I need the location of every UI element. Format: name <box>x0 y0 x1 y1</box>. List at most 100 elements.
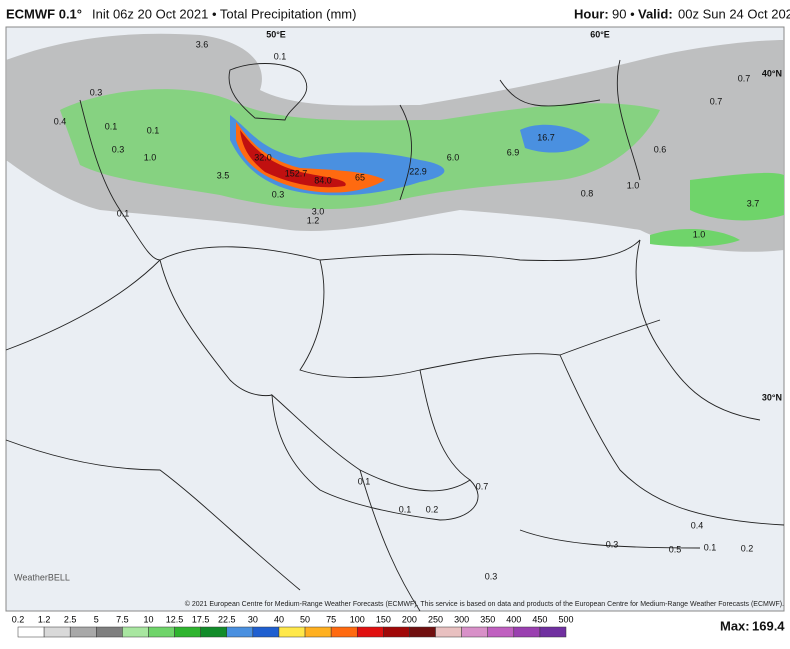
hour-label: Hour: <box>574 6 609 21</box>
colorbar-swatch <box>330 626 358 638</box>
precip-value: 0.3 <box>606 539 619 549</box>
map-labels: 50°E 60°E 40°N 30°N 3.6 0.1 0.3 0.4 0.1 0.1 0.3 1.0… <box>54 29 782 581</box>
copyright: © 2021 European Centre for Medium-Range … <box>185 600 784 608</box>
precip-value: 0.7 <box>476 481 489 491</box>
grid-label: 40°N <box>762 68 782 78</box>
precip-value: 0.3 <box>90 87 103 97</box>
max-value: 169.4 <box>752 618 785 633</box>
colorbar-tick: 250 <box>428 614 443 624</box>
colorbar-tick: 450 <box>532 614 547 624</box>
valid-label: Valid: <box>638 6 673 21</box>
grid-label: 60°E <box>590 29 610 39</box>
colorbar-swatch <box>487 626 515 638</box>
precip-value: 0.7 <box>738 73 751 83</box>
colorbar-tick: 350 <box>480 614 495 624</box>
colorbar-tick: 22.5 <box>218 614 236 624</box>
colorbar-swatch <box>174 626 201 638</box>
precip-value: 0.6 <box>654 144 667 154</box>
colorbar-swatch <box>96 626 123 638</box>
precip-value: 0.5 <box>669 544 682 554</box>
colorbar-tick: 0.2 <box>12 614 25 624</box>
borders <box>5 59 785 612</box>
colorbar-swatch <box>304 626 332 638</box>
precip-value: 0.1 <box>358 476 371 486</box>
precip-value: 0.1 <box>105 121 118 131</box>
precip-value: 0.1 <box>147 125 160 135</box>
colorbar-swatch <box>69 626 97 638</box>
precip-value: 0.7 <box>710 96 723 106</box>
model-name: ECMWF 0.1° <box>6 6 82 21</box>
precip-value: 0.1 <box>399 504 412 514</box>
colorbar-swatch <box>435 626 462 638</box>
colorbar-tick: 7.5 <box>116 614 129 624</box>
caspian-sea <box>228 63 308 121</box>
colorbar-tick: 10 <box>143 614 153 624</box>
colorbar-swatch <box>226 626 254 638</box>
colorbar-tick: 75 <box>326 614 336 624</box>
precip-value: 3.5 <box>217 170 230 180</box>
precip-value: 152.7 <box>285 168 308 178</box>
colorbar-swatch <box>17 626 45 638</box>
precip-value: 22.9 <box>409 166 427 176</box>
precip-green <box>60 89 660 210</box>
precip-east <box>690 172 784 221</box>
colorbar-swatch <box>252 626 280 638</box>
precip-value: 16.7 <box>537 132 555 142</box>
colorbar-tick: 400 <box>506 614 521 624</box>
precip-value: 0.1 <box>704 542 717 552</box>
colorbar-swatch <box>513 626 541 638</box>
precip-value: 3.0 <box>312 206 325 216</box>
colorbar-swatch <box>356 626 384 638</box>
max-label: Max: <box>720 618 750 633</box>
precip-value: 3.7 <box>747 198 760 208</box>
precip-value: 0.3 <box>485 571 498 581</box>
precip-value: 3.6 <box>196 39 209 49</box>
grid-label: 30°N <box>762 392 782 402</box>
precip-value: 0.2 <box>426 504 439 514</box>
colorbar-swatch <box>383 626 410 638</box>
colorbar-swatch <box>461 626 488 638</box>
colorbar-tick: 50 <box>300 614 310 624</box>
precip-blue <box>520 124 590 153</box>
colorbar-tick: 12.5 <box>166 614 184 624</box>
colorbar-tick: 2.5 <box>64 614 77 624</box>
logo: WeatherBELL <box>14 572 70 582</box>
precip-value: 0.3 <box>272 189 285 199</box>
precip-value: 0.1 <box>117 208 130 218</box>
precip-value: 84.0 <box>314 175 332 185</box>
precip-value: 65 <box>355 172 365 182</box>
precip-value: 0.2 <box>741 543 754 553</box>
persian-gulf <box>271 393 479 521</box>
colorbar: 0.2 1.2 2.5 5 7.5 10 12.5 17.5 22.5 30 40 50 75 100 15… <box>12 614 574 638</box>
precip-value: 0.4 <box>54 116 67 126</box>
colorbar-swatch <box>122 626 149 638</box>
colorbar-swatch <box>148 626 175 638</box>
precip-value: 6.9 <box>507 147 520 157</box>
init-field: Init 06z 20 Oct 2021 • Total Precipitati… <box>92 6 356 21</box>
precip-value: 1.2 <box>307 215 320 225</box>
valid-time: 00z Sun 24 Oct 2021 <box>678 6 790 21</box>
precip-value: 0.8 <box>581 188 594 198</box>
precip-value: 1.0 <box>627 180 640 190</box>
precip-value: 1.0 <box>144 152 157 162</box>
colorbar-tick: 30 <box>248 614 258 624</box>
precip-value: 0.3 <box>112 144 125 154</box>
colorbar-tick: 200 <box>402 614 417 624</box>
colorbar-tick: 300 <box>454 614 469 624</box>
precip-value: 0.4 <box>691 520 704 530</box>
colorbar-tick: 40 <box>274 614 284 624</box>
colorbar-swatch <box>200 626 228 638</box>
colorbar-tick: 100 <box>350 614 365 624</box>
precip-east-2 <box>650 228 740 247</box>
colorbar-tick: 1.2 <box>38 614 51 624</box>
colorbar-swatch <box>409 626 436 638</box>
colorbar-tick: 17.5 <box>192 614 210 624</box>
colorbar-swatch <box>278 626 306 638</box>
precip-value: 1.0 <box>693 229 706 239</box>
hour: 90 • <box>612 6 635 21</box>
colorbar-swatch <box>43 626 71 638</box>
colorbar-tick: 500 <box>558 614 573 624</box>
colorbar-tick: 5 <box>94 614 99 624</box>
colorbar-swatch <box>539 626 567 638</box>
